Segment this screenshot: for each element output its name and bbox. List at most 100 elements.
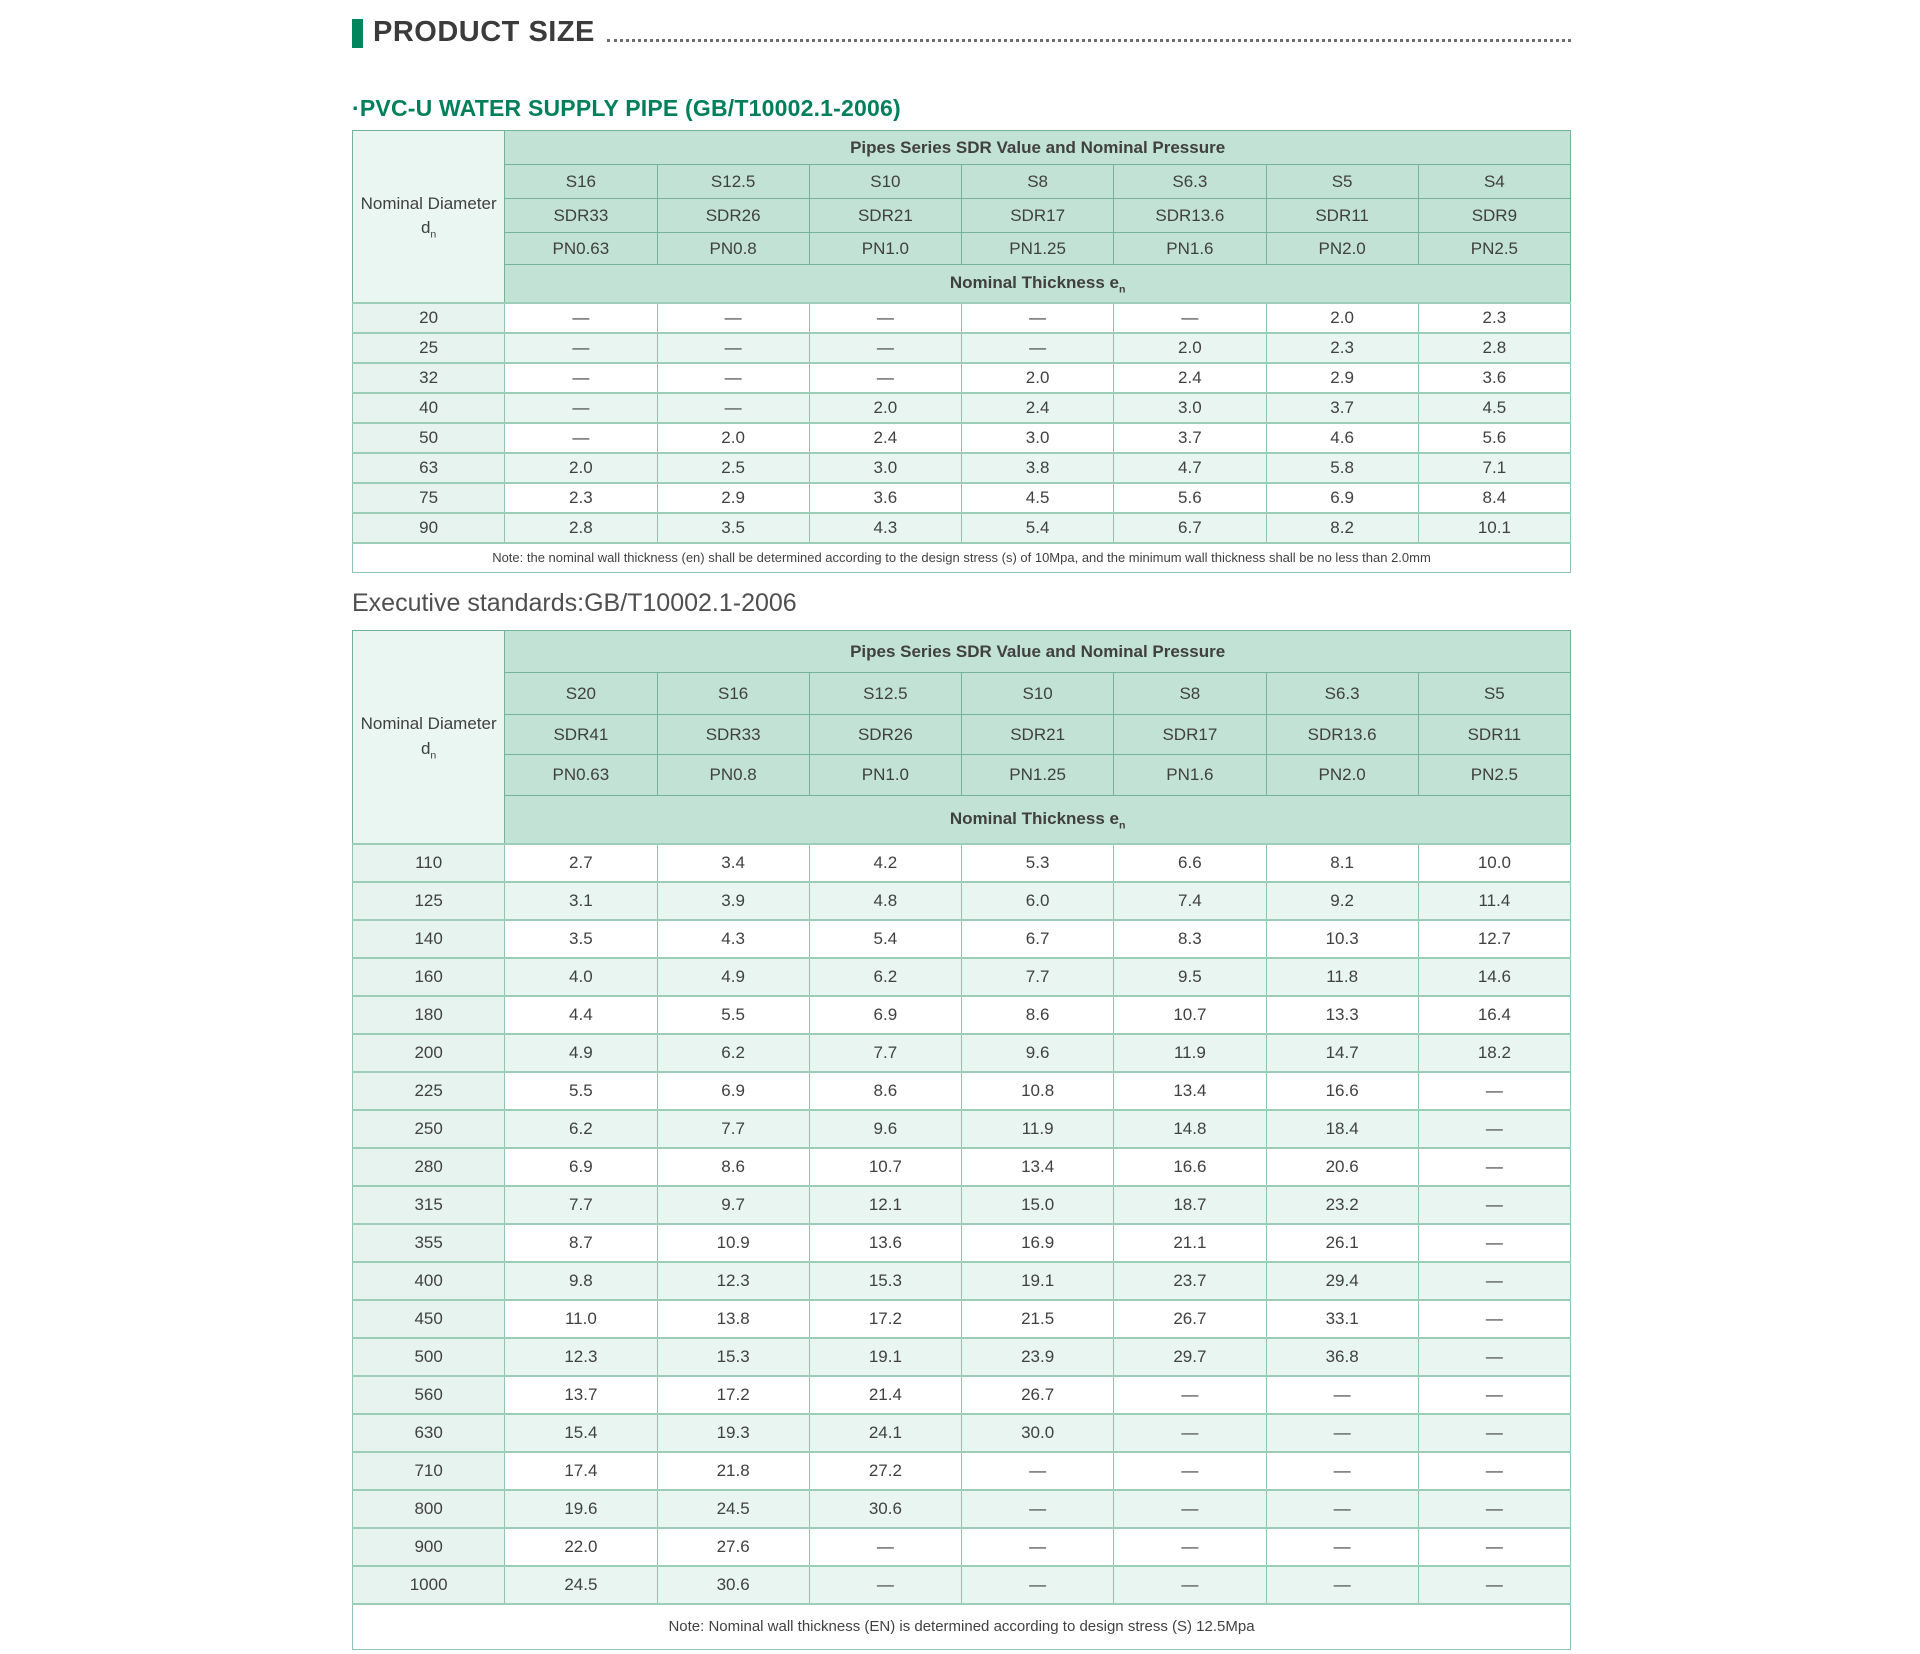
- value-cell: 4.3: [656, 918, 810, 958]
- value-cell: 30.6: [808, 1488, 963, 1528]
- value-cell: 5.8: [1265, 451, 1419, 483]
- thickness-header-cell: Nominal Thickness en: [504, 264, 1571, 303]
- value-cell: 5.3: [960, 842, 1115, 882]
- value-cell: 4.5: [1417, 391, 1572, 423]
- value-cell: 17.2: [656, 1374, 810, 1414]
- value-cell: 27.2: [808, 1450, 963, 1490]
- value-cell: 21.8: [656, 1450, 810, 1490]
- diameter-cell: 225: [351, 1070, 506, 1110]
- value-cell: 18.2: [1417, 1032, 1572, 1072]
- value-cell: 7.4: [1113, 880, 1267, 920]
- pn-header-cell: PN2.5: [1417, 754, 1572, 796]
- dotted-leader-rule: [606, 39, 1571, 42]
- header-row: SDR41 SDR33 SDR26 SDR21 SDR17 SDR13.6 SDR11: [353, 714, 1572, 755]
- diameter-cell: 710: [351, 1450, 506, 1490]
- value-cell: 6.7: [1113, 511, 1267, 543]
- value-cell: 2.8: [1417, 331, 1572, 363]
- value-cell: 21.4: [808, 1374, 963, 1414]
- table-row: 140 3.5 4.3 5.4 6.7 8.3 10.3 12.7: [351, 918, 1572, 958]
- pn-header-cell: PN2.5: [1417, 232, 1572, 265]
- value-cell: 18.4: [1265, 1108, 1419, 1148]
- value-cell: —: [1265, 1374, 1419, 1414]
- diameter-cell: 355: [351, 1222, 506, 1262]
- value-cell: —: [656, 361, 810, 393]
- pn-header-cell: PN0.8: [656, 754, 810, 796]
- value-cell: 29.4: [1265, 1260, 1419, 1300]
- diameter-cell: 1000: [351, 1564, 506, 1604]
- value-cell: 7.7: [504, 1184, 658, 1224]
- table-row: 355 8.7 10.9 13.6 16.9 21.1 26.1—: [351, 1222, 1572, 1262]
- value-cell: 10.7: [1113, 994, 1267, 1034]
- table-row: 400 9.8 12.3 15.3 19.1 23.7 29.4—: [351, 1260, 1572, 1300]
- value-cell: 23.7: [1113, 1260, 1267, 1300]
- diameter-cell: 20: [351, 301, 506, 333]
- value-cell: —: [960, 1526, 1115, 1566]
- series-header-cell: S20: [504, 672, 658, 715]
- value-cell: 10.8: [960, 1070, 1115, 1110]
- value-cell: 5.4: [960, 511, 1115, 543]
- value-cell: 14.6: [1417, 956, 1572, 996]
- diameter-cell: 800: [351, 1488, 506, 1528]
- value-cell: 27.6: [656, 1526, 810, 1566]
- sdr-header-cell: SDR13.6: [1113, 198, 1267, 233]
- value-cell: 15.0: [960, 1184, 1115, 1224]
- sdr-header-cell: SDR13.6: [1265, 714, 1419, 755]
- value-cell: —: [1265, 1488, 1419, 1528]
- sdr-header-cell: SDR21: [808, 198, 963, 233]
- value-cell: 7.7: [808, 1032, 963, 1072]
- pn-header-cell: PN1.6: [1113, 754, 1267, 796]
- diameter-cell: 63: [351, 451, 506, 483]
- value-cell: 4.9: [504, 1032, 658, 1072]
- sdr-header-cell: SDR33: [656, 714, 810, 755]
- note-cell: Note: the nominal wall thickness (en) sh…: [352, 541, 1571, 573]
- diameter-cell: 25: [351, 331, 506, 363]
- value-cell: 16.9: [960, 1222, 1115, 1262]
- value-cell: —: [1417, 1564, 1572, 1604]
- diameter-symbol-text: d: [420, 738, 431, 758]
- pn-header-cell: PN0.8: [656, 232, 810, 265]
- value-cell: 6.9: [1265, 481, 1419, 513]
- corner-header-cell: Nominal Diameter dn: [351, 130, 506, 303]
- sdr-header-cell: SDR11: [1417, 714, 1572, 755]
- value-cell: 13.8: [656, 1298, 810, 1338]
- value-cell: 21.1: [1113, 1222, 1267, 1262]
- value-cell: 3.8: [960, 451, 1115, 483]
- header-row: Nominal Diameter dn Pipes Series SDR Value…: [351, 130, 1571, 303]
- pn-header-cell: PN1.25: [960, 754, 1115, 796]
- value-cell: 17.4: [504, 1450, 658, 1490]
- value-cell: 5.5: [656, 994, 810, 1034]
- diameter-cell: 500: [351, 1336, 506, 1376]
- value-cell: 24.1: [808, 1412, 963, 1452]
- value-cell: —: [1417, 1108, 1572, 1148]
- value-cell: 6.7: [960, 918, 1115, 958]
- header-row: PN0.63 PN0.8 PN1.0 PN1.25 PN1.6 PN2.0 PN2.5: [353, 754, 1572, 796]
- value-cell: 3.0: [1113, 391, 1267, 423]
- value-cell: 23.9: [960, 1336, 1115, 1376]
- diameter-subscript: n: [430, 228, 437, 241]
- value-cell: 3.5: [504, 918, 658, 958]
- value-cell: 22.0: [504, 1526, 658, 1566]
- table-row: 500 12.3 15.3 19.1 23.9 29.7 36.8—: [351, 1336, 1572, 1376]
- span-header-cell: Pipes Series SDR Value and Nominal Press…: [504, 630, 1571, 673]
- value-cell: —: [1417, 1146, 1572, 1186]
- table-row: 315 7.7 9.7 12.1 15.0 18.7 23.2—: [351, 1184, 1572, 1224]
- series-header-cell: S5: [1265, 164, 1419, 199]
- series-header-cell: S8: [1113, 672, 1267, 715]
- series-header-cell: S12.5: [656, 164, 810, 199]
- value-cell: 36.8: [1265, 1336, 1419, 1376]
- value-cell: 9.6: [960, 1032, 1115, 1072]
- diameter-cell: 280: [351, 1146, 506, 1186]
- value-cell: —: [960, 331, 1115, 363]
- value-cell: 10.3: [1265, 918, 1419, 958]
- value-cell: 15.4: [504, 1412, 658, 1452]
- series-header-cell: S8: [960, 164, 1115, 199]
- value-cell: —: [960, 1564, 1115, 1604]
- value-cell: 8.6: [656, 1146, 810, 1186]
- value-cell: —: [808, 331, 963, 363]
- value-cell: 3.7: [1265, 391, 1419, 423]
- table-row: 20— — — — —2.0 2.3: [351, 301, 1572, 333]
- value-cell: —: [1113, 1450, 1267, 1490]
- header-row: PN0.63 PN0.8 PN1.0 PN1.25 PN1.6 PN2.0 PN2.5: [353, 232, 1572, 265]
- value-cell: 2.3: [504, 481, 658, 513]
- diameter-symbol: dn: [357, 216, 500, 241]
